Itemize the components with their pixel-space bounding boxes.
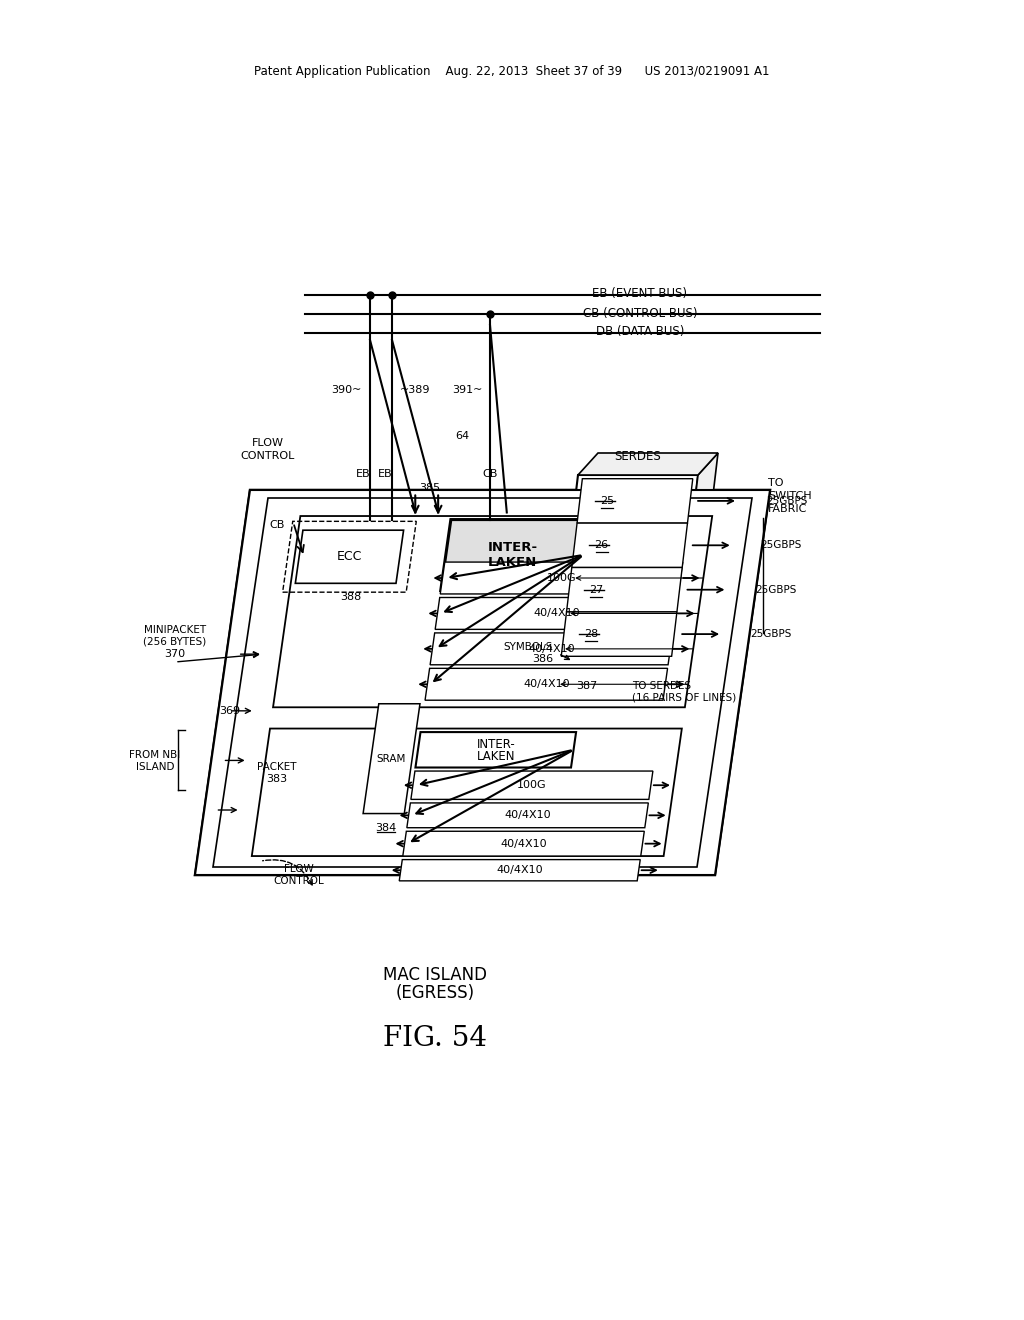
Text: 370: 370 (165, 649, 185, 659)
Text: MAC ISLAND: MAC ISLAND (383, 966, 487, 983)
Polygon shape (578, 453, 718, 475)
Polygon shape (556, 475, 698, 660)
Text: CB (CONTROL BUS): CB (CONTROL BUS) (583, 306, 697, 319)
Text: CONTROL: CONTROL (241, 451, 295, 461)
Text: FABRIC: FABRIC (768, 504, 807, 513)
Polygon shape (676, 453, 718, 660)
Text: TO SERDES: TO SERDES (632, 681, 691, 690)
Text: EB: EB (355, 469, 371, 479)
Polygon shape (364, 704, 420, 813)
Text: 369: 369 (219, 706, 241, 715)
Text: 388: 388 (340, 593, 361, 602)
Text: 25GBPS: 25GBPS (750, 630, 792, 639)
Polygon shape (407, 803, 648, 828)
Text: 100G: 100G (547, 573, 577, 583)
Polygon shape (435, 598, 678, 630)
Polygon shape (399, 859, 640, 880)
Text: 27: 27 (589, 585, 603, 595)
Text: 384: 384 (375, 822, 396, 833)
Polygon shape (195, 490, 770, 875)
Polygon shape (578, 479, 693, 523)
Text: CONTROL: CONTROL (273, 876, 325, 886)
Text: 40/4X10: 40/4X10 (523, 680, 569, 689)
Text: Patent Application Publication    Aug. 22, 2013  Sheet 37 of 39      US 2013/021: Patent Application Publication Aug. 22, … (254, 66, 770, 78)
Polygon shape (416, 733, 577, 767)
Text: FROM NBI: FROM NBI (129, 751, 180, 760)
Text: SRAM: SRAM (377, 754, 407, 764)
Text: 40/4X10: 40/4X10 (528, 644, 574, 653)
Text: MINIPACKET: MINIPACKET (144, 624, 206, 635)
Text: ECC: ECC (337, 550, 362, 564)
Text: ~389: ~389 (400, 385, 430, 395)
Polygon shape (440, 520, 588, 590)
Text: DB (DATA BUS): DB (DATA BUS) (596, 326, 684, 338)
Text: INTER-: INTER- (487, 541, 538, 554)
Text: 26: 26 (595, 540, 608, 550)
Text: 64: 64 (455, 432, 469, 441)
Text: 390~: 390~ (332, 385, 362, 395)
Text: SWITCH: SWITCH (768, 491, 812, 502)
Polygon shape (402, 832, 644, 857)
Text: 25GBPS: 25GBPS (766, 496, 807, 506)
Text: (16 PAIRS OF LINES): (16 PAIRS OF LINES) (632, 693, 736, 702)
Polygon shape (571, 523, 687, 568)
Polygon shape (411, 771, 653, 800)
Text: LAKEN: LAKEN (487, 557, 537, 569)
Polygon shape (213, 498, 752, 867)
Polygon shape (440, 562, 683, 594)
Text: FIG. 54: FIG. 54 (383, 1024, 487, 1052)
Text: 25GBPS: 25GBPS (761, 540, 802, 550)
Polygon shape (252, 729, 682, 857)
Text: 386: 386 (532, 653, 553, 664)
Text: EB: EB (378, 469, 392, 479)
Text: 100G: 100G (517, 780, 547, 791)
Polygon shape (566, 568, 682, 612)
Text: TO: TO (768, 478, 783, 488)
Text: 40/4X10: 40/4X10 (501, 838, 547, 849)
Text: (EGRESS): (EGRESS) (395, 983, 474, 1002)
Text: CB: CB (269, 520, 285, 529)
Text: INTER-: INTER- (476, 738, 515, 751)
Text: SYMBOLS: SYMBOLS (504, 642, 553, 652)
Text: CB: CB (482, 469, 498, 479)
Text: FLOW: FLOW (252, 438, 284, 447)
Polygon shape (430, 632, 673, 665)
Polygon shape (561, 612, 677, 656)
Text: EB (EVENT BUS): EB (EVENT BUS) (593, 288, 687, 301)
Text: 25: 25 (600, 496, 614, 506)
Text: 385: 385 (420, 483, 440, 492)
Text: 40/4X10: 40/4X10 (534, 609, 580, 619)
Text: 383: 383 (266, 774, 288, 784)
Text: 25GBPS: 25GBPS (756, 585, 797, 595)
Text: 28: 28 (584, 630, 598, 639)
Text: FLOW: FLOW (284, 865, 314, 874)
Text: SERDES: SERDES (614, 450, 662, 463)
Text: 40/4X10: 40/4X10 (504, 810, 551, 820)
Polygon shape (273, 516, 713, 708)
Text: ISLAND: ISLAND (136, 763, 174, 772)
Text: PACKET: PACKET (257, 762, 297, 772)
Polygon shape (425, 668, 668, 700)
Text: LAKEN: LAKEN (476, 750, 515, 763)
Polygon shape (295, 531, 403, 583)
Text: 40/4X10: 40/4X10 (497, 865, 543, 875)
Polygon shape (195, 490, 770, 875)
Polygon shape (212, 498, 754, 867)
Text: 391~: 391~ (453, 385, 483, 395)
Text: (256 BYTES): (256 BYTES) (143, 638, 207, 647)
Text: 387: 387 (577, 681, 598, 690)
